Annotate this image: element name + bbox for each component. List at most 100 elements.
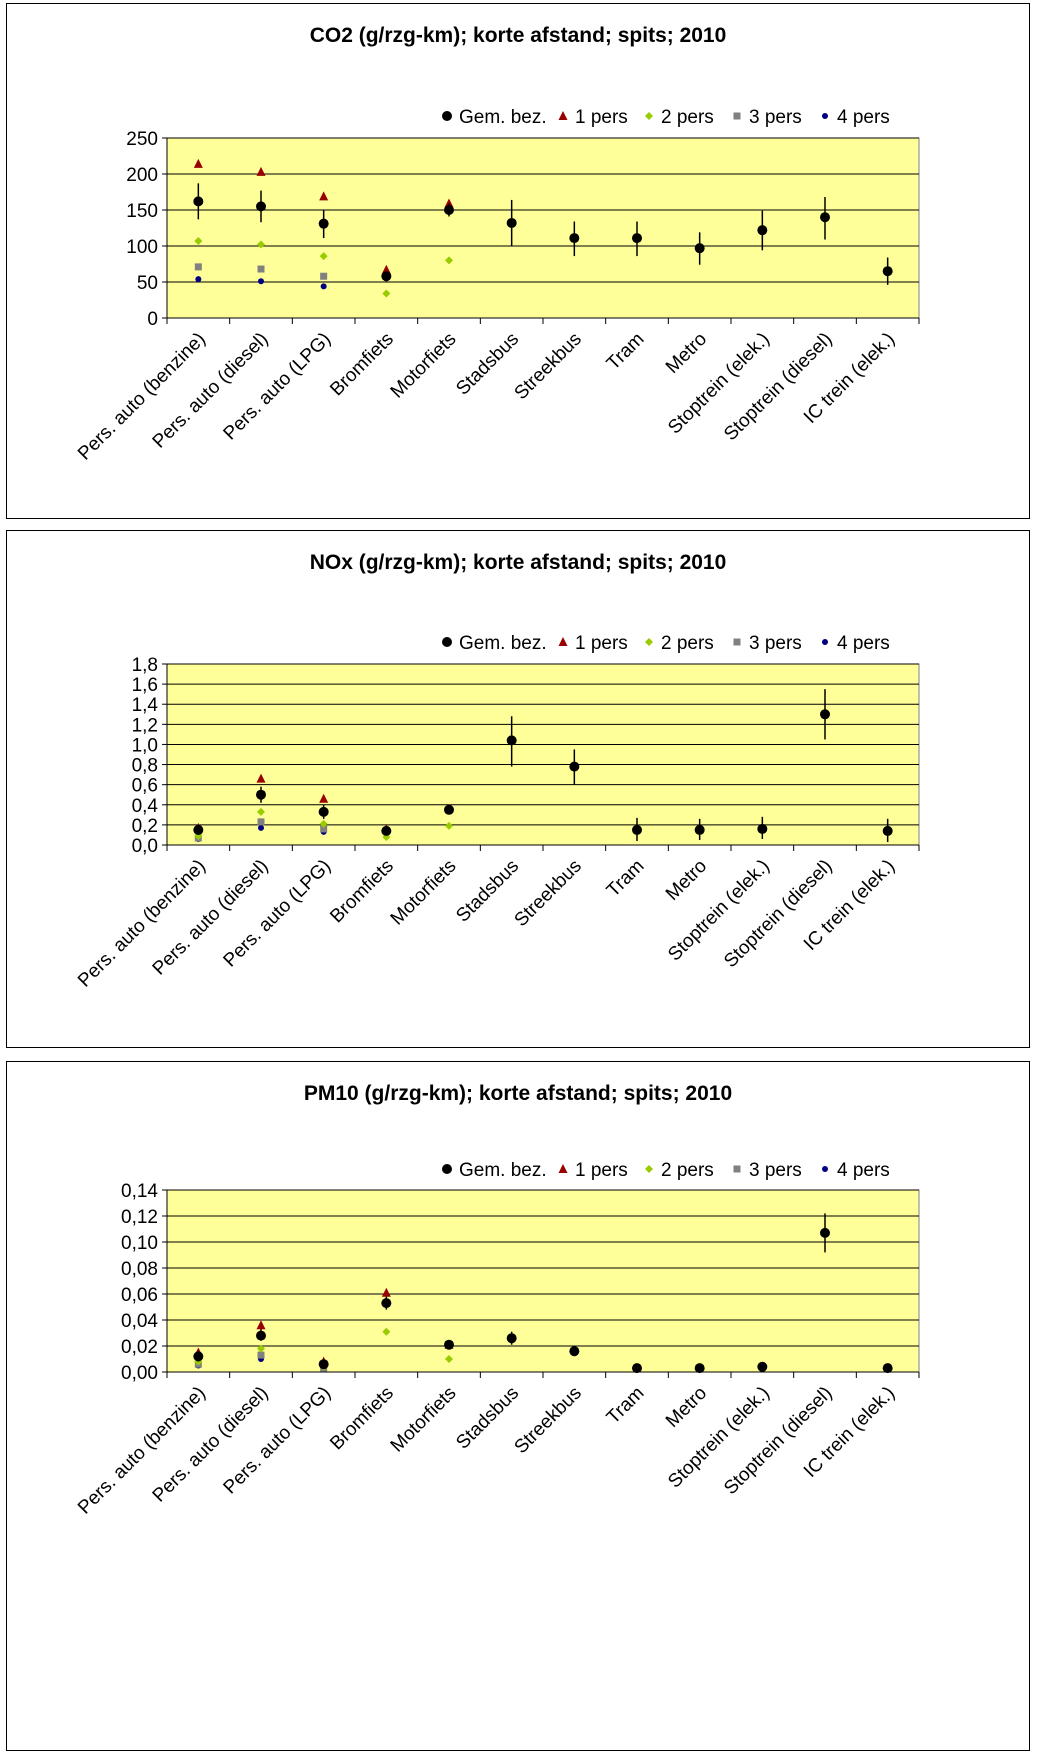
x-category-label: Metro xyxy=(662,1383,711,1432)
data-point-square xyxy=(194,263,202,271)
data-point-circle xyxy=(318,1359,329,1370)
data-point-triangle xyxy=(444,198,454,208)
y-tick-label: 100 xyxy=(126,237,158,258)
chart-pm10: PM10 (g/rzg-km); korte afstand; spits; 2… xyxy=(74,1082,1013,1519)
data-point-circle xyxy=(569,761,580,772)
y-tick-label: 0 xyxy=(147,309,158,330)
data-point-triangle xyxy=(381,1287,391,1297)
x-category-label: Tram xyxy=(603,1383,649,1429)
x-category-label: Bromfiets xyxy=(326,1383,398,1455)
data-point-triangle xyxy=(381,264,391,274)
data-point-circle xyxy=(820,1227,830,1238)
data-point-circle xyxy=(444,804,454,815)
x-category-label: Motorfiets xyxy=(387,1383,461,1457)
data-point-circle xyxy=(632,233,642,244)
data-point-diamond xyxy=(257,1344,265,1353)
y-tick-label: 1,6 xyxy=(132,675,158,696)
x-category-label: Bromfiets xyxy=(326,329,398,401)
data-point-square xyxy=(257,265,265,273)
y-tick-label: 50 xyxy=(137,273,158,294)
y-tick-label: 0,04 xyxy=(121,1311,158,1332)
chart-panel-co2: CO2 (g/rzg-km); korte afstand; spits; 20… xyxy=(6,3,1030,519)
data-point-circle xyxy=(193,196,204,207)
legend-label: 1 pers xyxy=(575,107,628,128)
y-tick-label: 0,00 xyxy=(121,1363,158,1384)
legend-marker-square xyxy=(733,1165,741,1173)
legend-marker-diamond xyxy=(645,1165,653,1173)
x-category-label: Bromfiets xyxy=(326,856,398,928)
data-point-diamond xyxy=(319,819,328,828)
x-category-label: Streekbus xyxy=(511,329,586,404)
plot-area xyxy=(166,663,920,846)
data-point-circle xyxy=(757,823,768,834)
y-tick-label: 0,02 xyxy=(121,1337,158,1358)
legend-box xyxy=(437,101,1013,129)
y-tick-label: 150 xyxy=(126,201,158,222)
data-point-diamond xyxy=(382,1327,391,1336)
data-point-diamond xyxy=(445,821,453,830)
plot-area xyxy=(166,1189,920,1373)
legend-label: Gem. bez. xyxy=(459,1160,547,1181)
data-point-circle xyxy=(694,1363,705,1374)
legend-marker-square xyxy=(733,638,741,646)
data-point-circle xyxy=(256,201,266,212)
legend: Gem. bez. 1 pers 2 pers 3 pers 4 pers xyxy=(437,101,1013,129)
x-category-label: Pers. auto (LPG) xyxy=(220,1383,336,1499)
legend-label: 2 pers xyxy=(661,107,714,128)
legend-marker-diamond xyxy=(645,112,653,120)
y-tick-label: 1,4 xyxy=(132,695,159,716)
data-point-triangle xyxy=(256,773,266,783)
data-point-diamond xyxy=(257,807,265,816)
data-point-diamond xyxy=(445,1355,453,1363)
data-point-dot xyxy=(258,824,264,831)
legend-marker-triangle xyxy=(558,1164,568,1173)
chart-title: PM10 (g/rzg-km); korte afstand; spits; 2… xyxy=(304,1082,732,1105)
x-category-label: Motorfiets xyxy=(387,329,461,403)
data-point-square xyxy=(320,825,328,833)
x-category-label: Motorfiets xyxy=(387,856,461,930)
x-category-label: Stoptrein (diesel) xyxy=(720,329,836,445)
legend-label: Gem. bez. xyxy=(459,633,547,654)
data-point-dot xyxy=(195,276,202,283)
data-point-circle xyxy=(632,824,642,835)
y-tick-label: 0,08 xyxy=(121,1259,158,1280)
chart-title: CO2 (g/rzg-km); korte afstand; spits; 20… xyxy=(310,24,727,47)
y-tick-label: 0,14 xyxy=(121,1181,158,1202)
data-point-circle xyxy=(256,789,266,800)
y-tick-label: 0,12 xyxy=(121,1207,158,1228)
legend-marker-dot xyxy=(822,639,828,645)
data-point-circle xyxy=(757,225,768,236)
data-point-circle xyxy=(694,824,705,835)
y-tick-label: 200 xyxy=(126,165,158,186)
y-tick-label: 0,06 xyxy=(121,1285,158,1306)
legend-marker-circle xyxy=(442,111,452,121)
x-category-label: Pers. auto (diesel) xyxy=(149,1383,273,1507)
data-point-circle xyxy=(506,217,517,228)
x-category-label: Pers. auto (LPG) xyxy=(220,856,336,972)
data-point-circle xyxy=(820,212,830,223)
data-point-circle xyxy=(193,1351,204,1362)
legend-label: 3 pers xyxy=(749,107,802,128)
data-point-diamond xyxy=(194,236,203,245)
data-point-square xyxy=(257,1351,265,1359)
data-point-diamond xyxy=(319,252,328,261)
y-tick-label: 0,8 xyxy=(132,756,158,777)
legend-label: 4 pers xyxy=(837,1160,890,1181)
data-point-square xyxy=(257,818,265,826)
y-tick-label: 0,4 xyxy=(132,796,159,817)
data-point-triangle xyxy=(319,191,329,201)
y-tick-label: 0,10 xyxy=(121,1233,158,1254)
data-point-circle xyxy=(381,1298,392,1309)
legend-label: 1 pers xyxy=(575,1160,628,1181)
legend: Gem. bez. 1 pers 2 pers 3 pers 4 pers xyxy=(437,1154,1013,1182)
chart-nox: NOx (g/rzg-km); korte afstand; spits; 20… xyxy=(74,551,1013,992)
y-tick-label: 250 xyxy=(126,129,158,150)
data-point-circle xyxy=(569,233,580,244)
legend-marker-circle xyxy=(442,637,452,647)
data-point-circle xyxy=(381,271,392,282)
data-point-circle xyxy=(882,1363,893,1374)
data-point-circle xyxy=(444,1339,454,1350)
legend-label: 3 pers xyxy=(749,1160,802,1181)
legend-marker-triangle xyxy=(558,637,568,646)
x-category-label: Stoptrein (diesel) xyxy=(720,856,836,972)
